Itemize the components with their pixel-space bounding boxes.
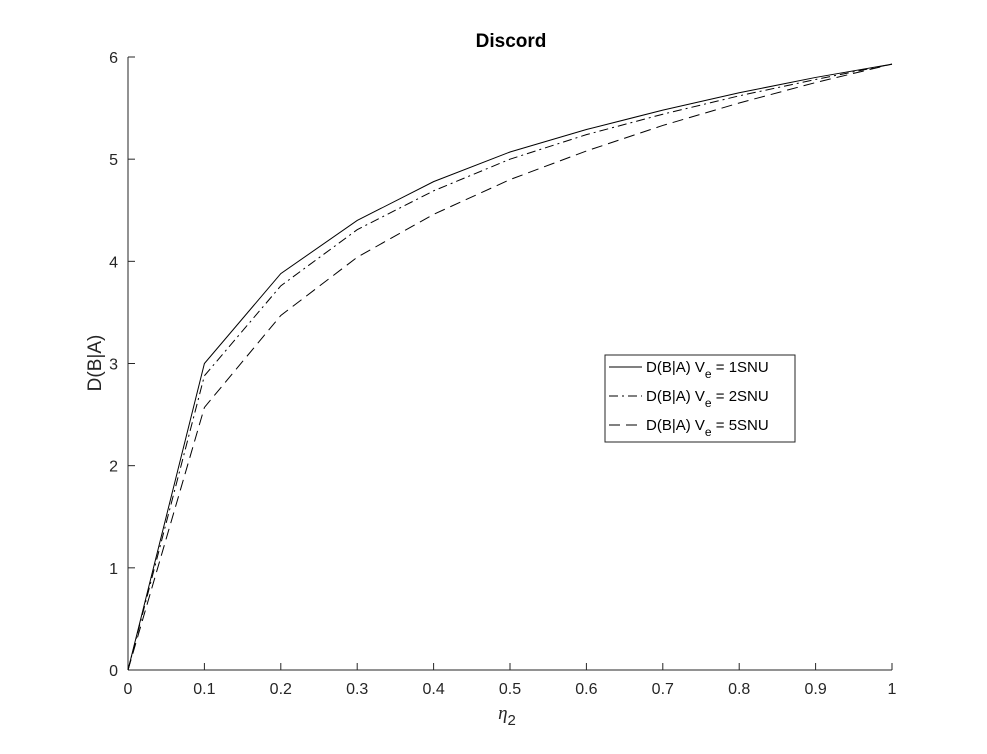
legend-entry-3: D(B|A) Ve = 5SNU <box>646 417 769 439</box>
x-tick-label: 0.4 <box>422 681 444 698</box>
series-layer <box>127 63 893 671</box>
y-tick-label: 2 <box>109 459 118 476</box>
x-tick-label: 0.8 <box>728 681 750 698</box>
x-tick-label: 0.2 <box>270 681 292 698</box>
y-tick-label: 3 <box>109 357 118 374</box>
y-tick-label: 6 <box>109 50 118 67</box>
legend-entry-2: D(B|A) Ve = 2SNU <box>646 388 769 410</box>
y-tick-label: 0 <box>109 663 118 680</box>
series-line-2 <box>127 63 893 671</box>
y-tick-label: 4 <box>109 254 118 271</box>
y-tick-label: 5 <box>109 152 118 169</box>
y-axis-label: D(B|A) <box>85 335 106 392</box>
x-tick-label: 0.7 <box>652 681 674 698</box>
legend: D(B|A) Ve = 1SNU D(B|A) Ve = 2SNU D(B|A) V… <box>604 354 796 443</box>
legend-entry-1: D(B|A) Ve = 1SNU <box>646 359 769 381</box>
series-line-3 <box>127 63 893 671</box>
legend-box <box>604 354 796 443</box>
series-line-1 <box>127 63 893 671</box>
x-tick-label: 0.6 <box>575 681 597 698</box>
x-axis-label: η2 <box>498 703 516 729</box>
plot-axes: 0 0.1 0.2 0.3 0.4 0.5 0.6 0.7 0.8 0.9 1 0 1 2 3 4 5 6 <box>109 50 896 698</box>
x-tick-label: 0.5 <box>499 681 521 698</box>
x-tick-label: 0.9 <box>804 681 826 698</box>
x-tick-label: 1 <box>888 681 897 698</box>
x-tick-label: 0 <box>124 681 133 698</box>
x-axis-label-subscript: 2 <box>508 712 516 729</box>
chart-title: Discord <box>476 31 547 52</box>
y-tick-label: 1 <box>109 561 118 578</box>
x-tick-label: 0.1 <box>193 681 215 698</box>
x-tick-label: 0.3 <box>346 681 368 698</box>
x-axis-label-symbol: η <box>498 703 507 724</box>
